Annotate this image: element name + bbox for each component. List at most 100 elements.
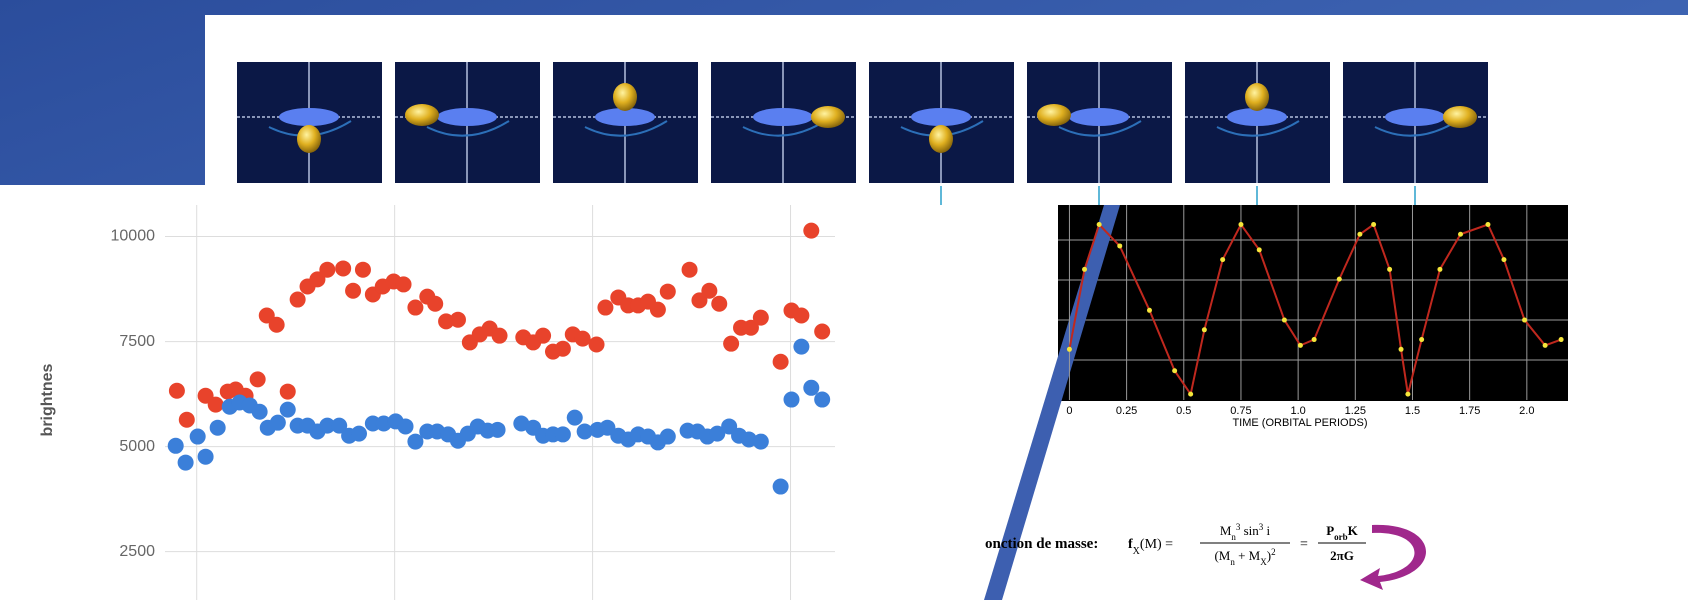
point (803, 222, 820, 239)
formula-part: n (1230, 557, 1235, 567)
point (449, 311, 466, 328)
companion-disk (1227, 108, 1287, 126)
formula-part: 3 (1236, 522, 1241, 532)
formula-part: (M (1214, 548, 1230, 563)
point (1256, 247, 1262, 253)
point (723, 335, 740, 352)
point (1336, 276, 1342, 282)
point (168, 382, 185, 399)
formula-part: X (1133, 546, 1141, 557)
curved-arrow (1360, 524, 1426, 590)
point (1522, 317, 1528, 323)
point (1297, 342, 1303, 348)
point (691, 292, 708, 309)
point (752, 309, 769, 326)
point (407, 299, 424, 316)
y-axis-label: brightnes (39, 363, 56, 436)
formula-part: sin (1240, 523, 1259, 538)
star (297, 125, 321, 153)
formula-part: (M) = (1140, 537, 1173, 552)
point (649, 301, 666, 318)
orbit-arrow (1374, 120, 1458, 137)
x-tick-label: 2.0 (1519, 405, 1534, 417)
formula-part: M (1220, 523, 1232, 538)
point (375, 415, 392, 432)
point (1542, 342, 1548, 348)
point (438, 313, 455, 330)
formula-lhs: fX(M) = (1128, 537, 1173, 557)
point (1066, 346, 1072, 352)
point (1238, 222, 1244, 227)
point (209, 419, 226, 436)
point (1201, 327, 1207, 333)
companion-disk (279, 108, 339, 126)
x-tick-label: 0.25 (1116, 405, 1137, 417)
point (427, 295, 444, 312)
x-tick-label: 1.25 (1345, 405, 1366, 417)
point (491, 327, 508, 344)
point (740, 431, 757, 448)
point (659, 283, 676, 300)
companion-disk (911, 108, 971, 126)
point (814, 323, 831, 340)
point (1371, 222, 1377, 227)
companion-disk (753, 108, 813, 126)
point (1188, 391, 1194, 397)
point (1220, 257, 1226, 263)
point (351, 425, 368, 442)
x-tick-label: 0.75 (1230, 405, 1251, 417)
point (1405, 391, 1411, 397)
formula-equals: = (1300, 537, 1308, 552)
point (709, 425, 726, 442)
orbit-panels (237, 62, 1488, 205)
point (189, 428, 206, 445)
point (574, 330, 591, 347)
point (793, 307, 810, 324)
point (249, 371, 266, 388)
formula-rhs-numerator: PorbK (1326, 523, 1358, 542)
point (752, 433, 769, 450)
star (613, 83, 637, 111)
companion-disk (437, 108, 497, 126)
point (793, 338, 810, 355)
point (269, 414, 286, 431)
point (354, 261, 371, 278)
y-tick-label: 7500 (119, 333, 155, 350)
point (1398, 346, 1404, 352)
x-tick-label: 0 (1066, 405, 1072, 417)
point (535, 327, 552, 344)
point (1387, 266, 1393, 272)
orbit-arrow (742, 120, 826, 137)
point (268, 316, 285, 333)
point (711, 295, 728, 312)
star (1245, 83, 1269, 111)
point (1419, 337, 1425, 343)
point (1501, 257, 1507, 263)
point (407, 433, 424, 450)
point (335, 260, 352, 277)
point (566, 409, 583, 426)
point (742, 319, 759, 336)
x-tick-label: 1.75 (1459, 405, 1480, 417)
curve (1068, 222, 1562, 397)
point (177, 454, 194, 471)
formula-part: ) (1267, 548, 1271, 563)
point (1485, 222, 1491, 227)
formula-rhs-denominator: 2πG (1330, 548, 1354, 563)
formula-part: 3 (1259, 522, 1264, 532)
point (309, 271, 326, 288)
point (681, 261, 698, 278)
point (1082, 266, 1088, 272)
formula-part: i (1263, 523, 1270, 538)
x-tick-label: 0.5 (1176, 405, 1191, 417)
plot-h-grid (1058, 239, 1568, 361)
point (345, 282, 362, 299)
formula-part: + M (1235, 548, 1261, 563)
companion-disk (595, 108, 655, 126)
point (1311, 337, 1317, 343)
point (178, 411, 195, 428)
star (811, 106, 845, 128)
x-tick-label: 1.0 (1290, 405, 1305, 417)
point (167, 437, 184, 454)
